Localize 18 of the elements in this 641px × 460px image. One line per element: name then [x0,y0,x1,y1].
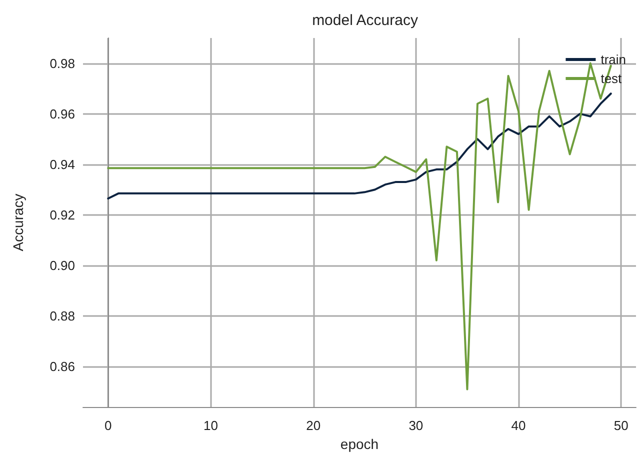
y-tick-label: 0.88 [50,308,75,324]
legend-label: train [600,52,626,67]
y-tick-label: 0.90 [50,258,75,273]
line-series [107,92,612,200]
x-tick-label: 10 [204,418,218,433]
chart-title: model Accuracy [312,12,418,29]
y-axis-title: Accuracy [10,194,26,252]
x-tick-label: 30 [408,418,424,433]
x-axis-title: epoch [340,436,379,452]
x-tick-label: 0 [104,418,112,433]
x-tick-label: 50 [614,418,628,433]
x-tick-label: 20 [306,418,321,433]
y-tick-label: 0.86 [50,359,75,374]
y-tick-label: 0.96 [50,106,75,122]
y-tick-label: 0.92 [50,207,75,222]
x-tick-label: 40 [511,418,526,433]
y-tick-label: 0.94 [50,156,75,172]
y-tick-label: 0.98 [50,56,75,71]
